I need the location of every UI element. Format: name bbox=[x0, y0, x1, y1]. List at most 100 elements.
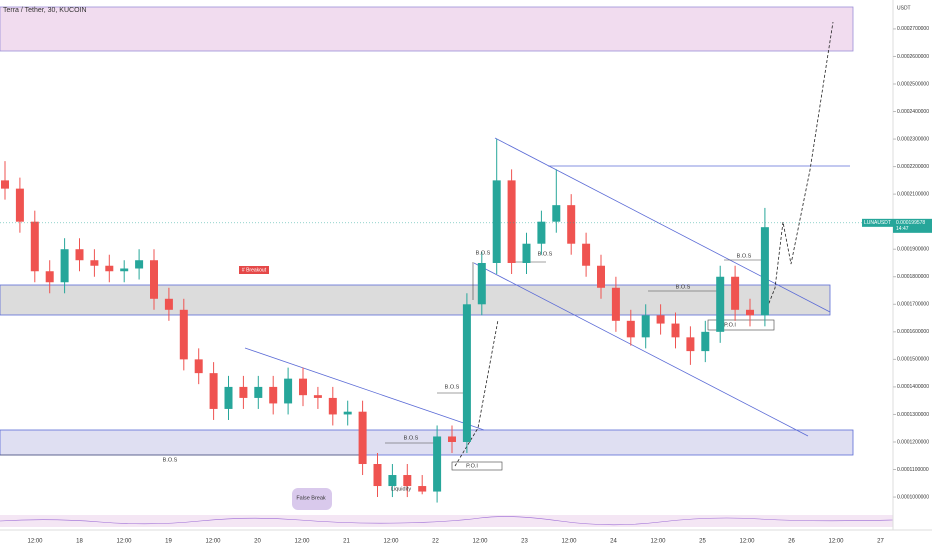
annotation: B.O.S bbox=[737, 253, 752, 259]
rsi-line bbox=[0, 516, 894, 526]
candle-body bbox=[373, 464, 382, 487]
x-tick-label: 25 bbox=[699, 539, 706, 545]
candle-body bbox=[716, 276, 725, 332]
candle-body bbox=[611, 287, 620, 321]
y-tick-label: 0.0001700000 bbox=[897, 302, 929, 308]
candle-body bbox=[254, 386, 263, 398]
candle-body bbox=[492, 180, 501, 263]
candle-body bbox=[224, 386, 233, 409]
candle-body bbox=[45, 271, 54, 283]
candle-body bbox=[731, 276, 740, 310]
candle-body bbox=[418, 486, 427, 492]
callout-bubble bbox=[292, 488, 332, 510]
candle-body bbox=[552, 205, 561, 222]
y-tick-label: 0.0002200000 bbox=[897, 164, 929, 170]
y-tick-label: 0.0001800000 bbox=[897, 274, 929, 280]
annotation: P.O.I bbox=[466, 463, 478, 469]
candle-body bbox=[537, 221, 546, 244]
y-tick-label: 0.0001500000 bbox=[897, 357, 929, 363]
x-tick-label: 12:00 bbox=[650, 539, 666, 545]
y-tick-label: 0.0001200000 bbox=[897, 439, 929, 445]
candle-body bbox=[209, 373, 218, 409]
x-tick-label: 21 bbox=[343, 539, 350, 545]
annotation: False Break bbox=[296, 495, 326, 501]
symbol-label: LUNAUSDT bbox=[864, 220, 891, 226]
candle-body bbox=[567, 205, 576, 244]
y-tick-label: 0.0002600000 bbox=[897, 54, 929, 60]
x-tick-label: 12:00 bbox=[739, 539, 755, 545]
range-zone bbox=[0, 284, 831, 316]
candle-body bbox=[164, 298, 173, 310]
chart-title: Terra / Tether, 30, KUCOIN bbox=[3, 7, 87, 14]
candle-body bbox=[135, 260, 144, 269]
candle-body bbox=[686, 337, 695, 352]
candle-body bbox=[299, 378, 307, 396]
y-tick-label: 0.0002500000 bbox=[897, 81, 929, 87]
symbol-tag bbox=[862, 218, 893, 227]
x-tick-label: 27 bbox=[877, 539, 884, 545]
currency-label: USDT bbox=[897, 5, 911, 11]
candle-body bbox=[90, 260, 99, 266]
candle-body bbox=[60, 249, 69, 283]
candle-body bbox=[597, 265, 605, 288]
x-tick-label: 12:00 bbox=[27, 539, 43, 545]
breakout-tag bbox=[239, 266, 269, 274]
x-tick-label: 18 bbox=[76, 539, 83, 545]
candle-body bbox=[656, 315, 665, 324]
time-label: 14:47 bbox=[896, 226, 909, 232]
candle-body bbox=[313, 395, 322, 398]
candle-body bbox=[462, 304, 471, 442]
candle-body bbox=[30, 221, 39, 272]
annotation: B.O.S bbox=[538, 251, 553, 257]
candle-body bbox=[328, 397, 337, 415]
annotation: B.O.S bbox=[476, 250, 491, 256]
x-tick-label: 12:00 bbox=[472, 539, 488, 545]
x-tick-label: 12:00 bbox=[205, 539, 221, 545]
candle-body bbox=[760, 227, 769, 316]
trend-line bbox=[473, 262, 809, 437]
candle-body bbox=[582, 243, 591, 266]
candle-body bbox=[403, 475, 412, 487]
annotation: B.O.S bbox=[445, 384, 460, 390]
x-tick-label: 12:00 bbox=[828, 539, 844, 545]
annotation: P.O.I bbox=[724, 322, 736, 328]
candle-body bbox=[433, 436, 442, 492]
candle-body bbox=[641, 315, 650, 338]
candle-body bbox=[105, 265, 114, 272]
annotation: B.O.S bbox=[404, 435, 419, 441]
y-tick-label: 0.0001100000 bbox=[897, 467, 929, 473]
price-tag bbox=[893, 218, 932, 233]
annotation: Liquidity bbox=[391, 486, 411, 492]
y-tick-label: 0.0002700000 bbox=[897, 26, 929, 32]
candle-body bbox=[448, 436, 456, 442]
candle-body bbox=[120, 268, 129, 272]
trend-line bbox=[244, 347, 485, 431]
candle-body bbox=[477, 262, 486, 305]
candle-body bbox=[388, 475, 397, 487]
trend-line bbox=[494, 137, 831, 313]
x-tick-label: 12:00 bbox=[383, 539, 399, 545]
candle-body bbox=[239, 386, 248, 398]
y-tick-label: 0.0001900000 bbox=[897, 247, 929, 253]
candle-body bbox=[522, 243, 531, 263]
demand-zone bbox=[0, 429, 854, 456]
candle-body bbox=[343, 411, 352, 415]
supply-zone bbox=[0, 6, 854, 52]
candle-body bbox=[179, 309, 188, 360]
candle-body bbox=[701, 331, 710, 352]
projection-path bbox=[454, 21, 834, 467]
x-tick-label: 12:00 bbox=[561, 539, 577, 545]
candle-body bbox=[1, 180, 9, 189]
y-tick-label: 0.0001600000 bbox=[897, 329, 929, 335]
x-tick-label: 22 bbox=[432, 539, 439, 545]
x-tick-label: 20 bbox=[254, 539, 261, 545]
price-label: 0.000199578 bbox=[896, 220, 925, 226]
x-tick-label: 24 bbox=[610, 539, 617, 545]
y-tick-label: 0.0001000000 bbox=[897, 494, 929, 500]
annotation: B.O.S bbox=[676, 284, 691, 290]
candle-body bbox=[284, 378, 293, 404]
candle-body bbox=[671, 323, 680, 338]
y-tick-label: 0.0002100000 bbox=[897, 191, 929, 197]
candle-body bbox=[15, 188, 24, 222]
